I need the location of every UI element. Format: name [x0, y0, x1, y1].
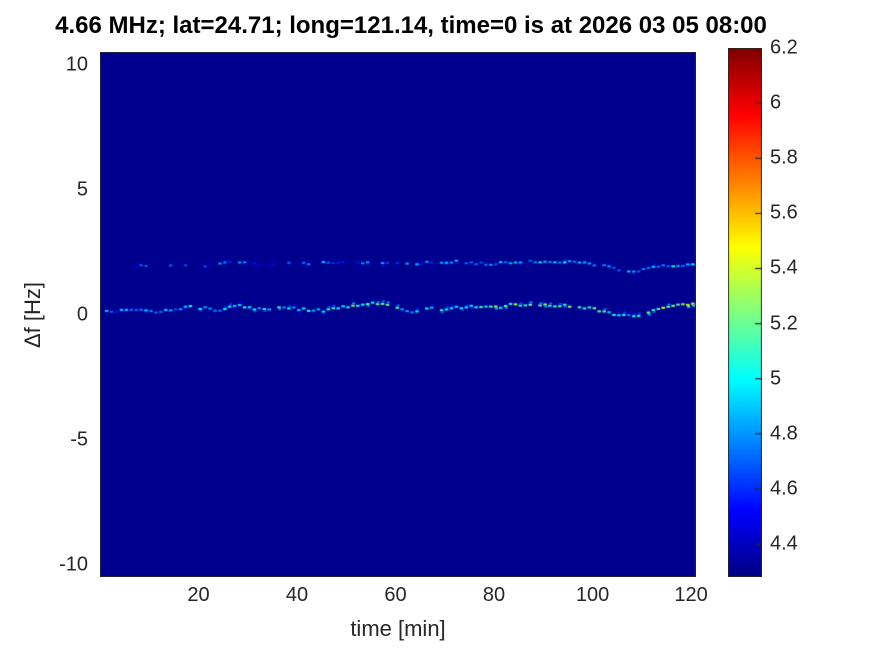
heatmap-canvas — [100, 52, 696, 577]
colorbar-tick-label: 5 — [770, 367, 782, 390]
colorbar — [728, 48, 762, 577]
y-tick-label: 10 — [65, 53, 88, 75]
colorbar-tick-label: 4.6 — [770, 477, 798, 500]
x-tick-label: 120 — [674, 584, 708, 606]
x-axis-label: time [min] — [350, 616, 446, 641]
colorbar-tick-label: 4.4 — [770, 532, 798, 555]
x-tick-label: 80 — [482, 584, 506, 606]
x-tick-label: 100 — [575, 584, 610, 606]
colorbar-tick-label: 5.2 — [770, 312, 798, 335]
colorbar-tick-label: 5.8 — [770, 146, 798, 169]
plot-title: 4.66 MHz; lat=24.71; long=121.14, time=0… — [55, 12, 767, 39]
y-axis-label: Δf [Hz] — [20, 281, 45, 349]
colorbar-tick-label: 4.8 — [770, 422, 798, 445]
y-tick-label: -10 — [59, 553, 88, 575]
colorbar-tick-label: 5.4 — [770, 256, 798, 279]
colorbar-tick-label: 6 — [770, 91, 782, 114]
x-tick-label: 60 — [384, 584, 407, 606]
x-tick-label: 40 — [285, 584, 309, 606]
colorbar-canvas — [728, 48, 762, 577]
y-tick-label: -5 — [70, 428, 88, 450]
colorbar-tick-label: 5.6 — [770, 201, 798, 224]
y-tick-label: 0 — [76, 303, 88, 325]
y-tick-label: 5 — [76, 178, 88, 200]
x-tick-label: 20 — [187, 584, 210, 606]
colorbar-tick-label: 6.2 — [770, 36, 798, 59]
plot-area — [100, 52, 696, 577]
